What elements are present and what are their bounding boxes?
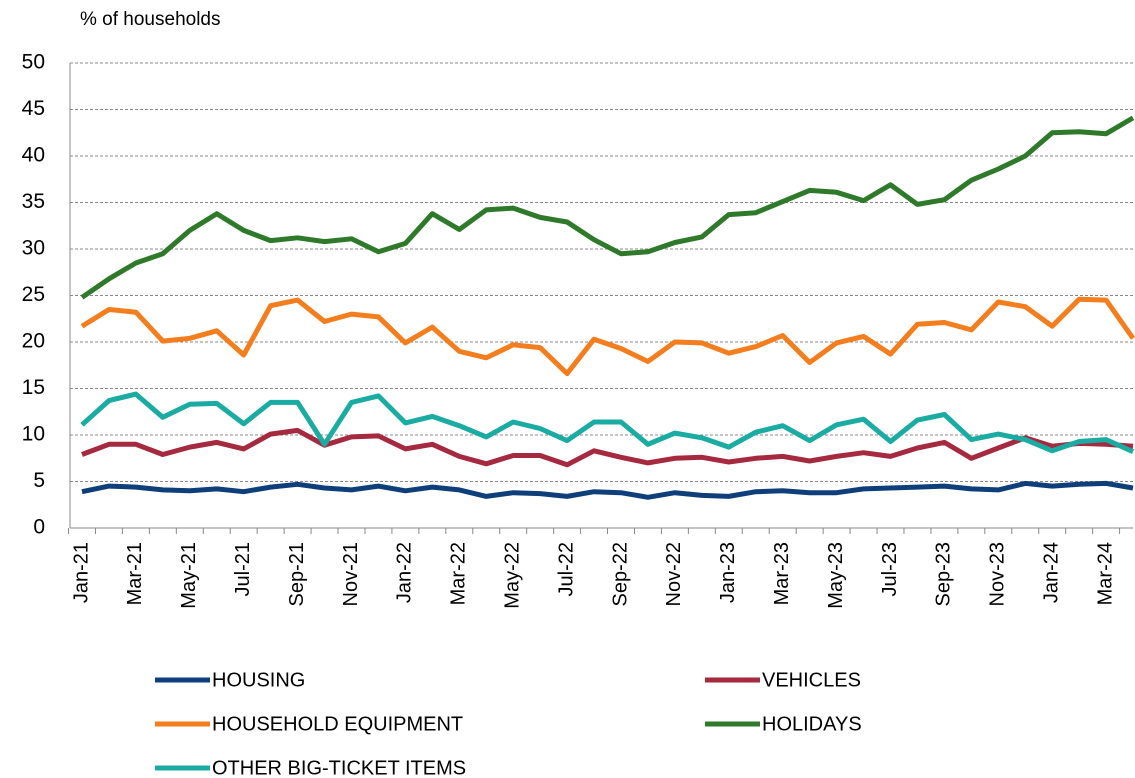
y-tick-label: 20 — [22, 330, 45, 353]
series-line — [81, 480, 1134, 500]
x-tick-label: Nov-23 — [987, 542, 1009, 606]
legend-label: VEHICLES — [762, 669, 861, 691]
legend-label: OTHER BIG-TICKET ITEMS — [212, 757, 466, 778]
y-tick-label: 40 — [22, 144, 45, 167]
x-tick-label: Nov-21 — [340, 542, 362, 606]
x-tick-label: Jul-23 — [879, 542, 901, 596]
y-tick-label: 45 — [22, 97, 45, 120]
legend-label: HOLIDAYS — [762, 713, 862, 735]
y-tick-label: 35 — [22, 190, 45, 213]
x-tick-label: Jan-24 — [1040, 542, 1062, 603]
y-tick-label: 5 — [33, 469, 45, 492]
x-tick-label: Nov-22 — [663, 542, 685, 606]
y-tick-label: 10 — [22, 423, 45, 446]
x-tick-label: Sep-23 — [933, 542, 955, 607]
series-line — [80, 296, 1135, 377]
series-line — [80, 391, 1135, 454]
x-tick-label: Jul-22 — [555, 542, 577, 596]
x-tick-label: Jan-21 — [70, 542, 92, 603]
y-axis-label: % of households — [80, 9, 221, 30]
x-tick-label: Jan-23 — [717, 542, 739, 603]
y-tick-label: 30 — [22, 237, 45, 260]
x-tick-label: Sep-21 — [286, 542, 308, 607]
series-line — [81, 427, 1134, 468]
x-tick-label: Mar-23 — [771, 542, 793, 605]
x-tick-label: Jan-22 — [394, 542, 416, 603]
x-tick-label: May-22 — [501, 542, 523, 609]
y-tick-label: 50 — [22, 51, 45, 74]
x-tick-label: Mar-21 — [124, 542, 146, 605]
x-tick-label: Mar-22 — [448, 542, 470, 605]
x-tick-label: Sep-22 — [609, 542, 631, 607]
x-tick-label: Mar-24 — [1094, 542, 1116, 605]
legend-label: HOUSING — [212, 669, 305, 691]
y-tick-label: 15 — [22, 376, 45, 399]
y-tick-label: 0 — [33, 516, 45, 539]
x-tick-label: May-21 — [178, 542, 200, 609]
y-tick-label: 25 — [22, 283, 45, 306]
series-line — [80, 115, 1135, 300]
x-tick-label: Jul-21 — [232, 542, 254, 596]
legend-label: HOUSEHOLD EQUIPMENT — [212, 713, 463, 735]
x-tick-label: May-23 — [825, 542, 847, 609]
